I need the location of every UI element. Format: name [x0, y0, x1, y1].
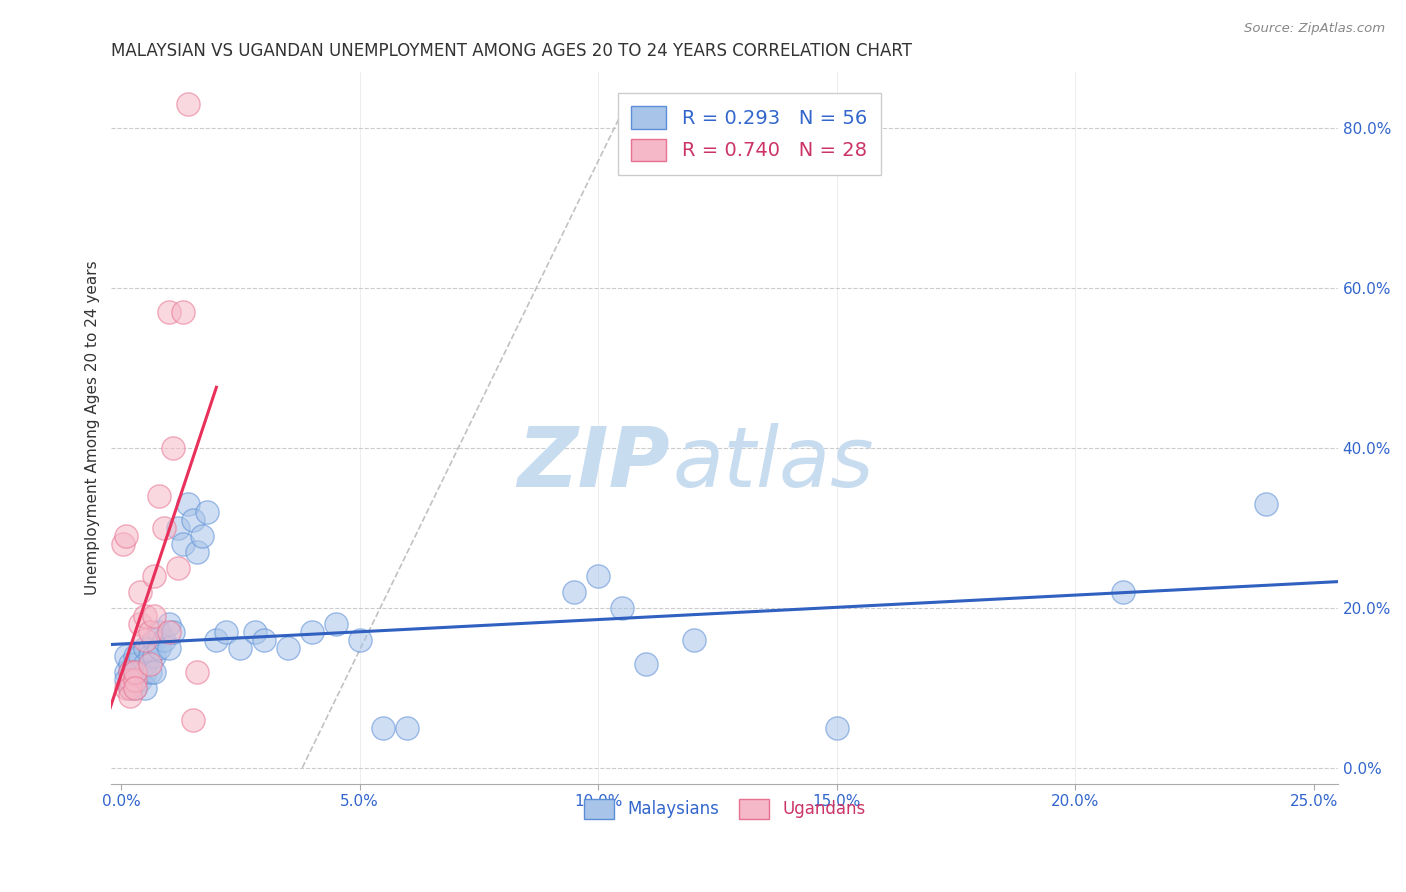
- Point: [243, 624, 266, 639]
- Point: [682, 632, 704, 647]
- Point: [114, 529, 136, 543]
- Point: [138, 665, 160, 679]
- Point: [134, 665, 156, 679]
- Point: [301, 624, 323, 639]
- Point: [120, 673, 142, 687]
- Point: [120, 665, 142, 679]
- Point: [114, 673, 136, 687]
- Point: [167, 521, 190, 535]
- Point: [186, 545, 208, 559]
- Point: [177, 497, 200, 511]
- Point: [172, 537, 194, 551]
- Point: [129, 585, 152, 599]
- Point: [129, 648, 152, 663]
- Point: [195, 505, 218, 519]
- Point: [134, 657, 156, 671]
- Point: [124, 648, 146, 663]
- Point: [825, 721, 848, 735]
- Point: [181, 513, 204, 527]
- Point: [120, 689, 142, 703]
- Legend: Malaysians, Ugandans: Malaysians, Ugandans: [576, 793, 872, 825]
- Point: [120, 657, 142, 671]
- Point: [124, 673, 146, 687]
- Point: [562, 585, 585, 599]
- Point: [229, 640, 252, 655]
- Point: [162, 624, 184, 639]
- Point: [153, 632, 176, 647]
- Point: [167, 561, 190, 575]
- Point: [148, 640, 170, 655]
- Point: [114, 665, 136, 679]
- Point: [129, 673, 152, 687]
- Point: [610, 601, 633, 615]
- Point: [157, 624, 180, 639]
- Point: [120, 681, 142, 695]
- Point: [1112, 585, 1135, 599]
- Text: MALAYSIAN VS UGANDAN UNEMPLOYMENT AMONG AGES 20 TO 24 YEARS CORRELATION CHART: MALAYSIAN VS UGANDAN UNEMPLOYMENT AMONG …: [111, 42, 912, 60]
- Point: [396, 721, 419, 735]
- Point: [157, 640, 180, 655]
- Point: [143, 632, 166, 647]
- Point: [114, 681, 136, 695]
- Point: [134, 640, 156, 655]
- Point: [143, 648, 166, 663]
- Point: [124, 681, 146, 695]
- Point: [134, 608, 156, 623]
- Point: [253, 632, 276, 647]
- Point: [138, 624, 160, 639]
- Point: [177, 97, 200, 112]
- Text: ZIP: ZIP: [517, 423, 669, 504]
- Point: [153, 521, 176, 535]
- Point: [138, 657, 160, 671]
- Point: [124, 657, 146, 671]
- Point: [129, 616, 152, 631]
- Point: [148, 624, 170, 639]
- Point: [134, 681, 156, 695]
- Point: [277, 640, 299, 655]
- Point: [157, 616, 180, 631]
- Point: [120, 681, 142, 695]
- Point: [120, 673, 142, 687]
- Point: [124, 681, 146, 695]
- Point: [162, 441, 184, 455]
- Point: [129, 665, 152, 679]
- Y-axis label: Unemployment Among Ages 20 to 24 years: Unemployment Among Ages 20 to 24 years: [86, 260, 100, 595]
- Point: [191, 529, 214, 543]
- Point: [120, 665, 142, 679]
- Text: atlas: atlas: [673, 423, 875, 504]
- Point: [1254, 497, 1277, 511]
- Point: [143, 665, 166, 679]
- Point: [124, 665, 146, 679]
- Point: [143, 569, 166, 583]
- Point: [134, 632, 156, 647]
- Text: Source: ZipAtlas.com: Source: ZipAtlas.com: [1244, 22, 1385, 36]
- Point: [124, 665, 146, 679]
- Point: [186, 665, 208, 679]
- Point: [325, 616, 347, 631]
- Point: [143, 608, 166, 623]
- Point: [349, 632, 371, 647]
- Point: [157, 305, 180, 319]
- Point: [205, 632, 228, 647]
- Point: [172, 305, 194, 319]
- Point: [181, 713, 204, 727]
- Point: [634, 657, 657, 671]
- Point: [114, 648, 136, 663]
- Point: [112, 537, 135, 551]
- Point: [148, 489, 170, 503]
- Point: [586, 569, 609, 583]
- Point: [373, 721, 395, 735]
- Point: [138, 648, 160, 663]
- Point: [215, 624, 238, 639]
- Point: [138, 640, 160, 655]
